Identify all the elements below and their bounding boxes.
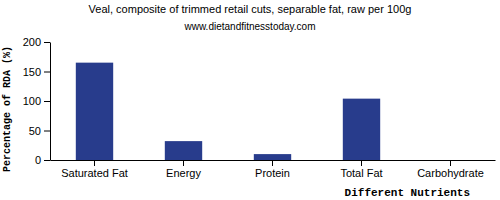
bars <box>76 63 380 160</box>
x-tick-label: Energy <box>166 167 201 179</box>
y-tick: 50 <box>29 125 50 137</box>
plot: 0 50 100 150 200 Saturated Fat Energy Protein To… <box>23 36 496 179</box>
y-tick: 0 <box>35 154 50 166</box>
chart: Veal, composite of trimmed retail cuts, … <box>0 0 500 200</box>
y-axis: 0 50 100 150 200 <box>23 36 51 166</box>
x-tick: Energy <box>166 160 201 179</box>
x-axis: Saturated Fat Energy Protein Total Fat Carbo… <box>51 160 496 179</box>
y-tick-label: 0 <box>35 154 41 166</box>
y-tick: 100 <box>23 95 50 107</box>
bar <box>254 154 291 160</box>
y-tick: 200 <box>23 36 50 48</box>
x-tick-mark <box>94 160 95 166</box>
y-tick: 150 <box>23 66 50 78</box>
y-tick-mark <box>44 131 50 132</box>
title: Veal, composite of trimmed retail cuts, … <box>89 3 412 15</box>
x-tick: Saturated Fat <box>61 160 128 179</box>
x-axis-title: Different Nutrients <box>345 187 470 199</box>
x-tick-mark <box>272 160 273 166</box>
x-tick-label: Protein <box>255 167 290 179</box>
x-tick-label: Carbohydrate <box>417 167 484 179</box>
x-tick: Carbohydrate <box>417 160 484 179</box>
bar <box>432 160 469 161</box>
subtitle: www.dietandfitnesstoday.com <box>184 21 316 32</box>
y-tick-label: 150 <box>23 66 41 78</box>
y-tick-label: 50 <box>29 125 41 137</box>
x-tick-label: Total Fat <box>340 167 382 179</box>
x-tick-label: Saturated Fat <box>61 167 128 179</box>
x-tick: Total Fat <box>340 160 382 179</box>
x-tick-mark <box>183 160 184 166</box>
y-tick-mark <box>44 42 50 43</box>
y-tick-label: 100 <box>23 95 41 107</box>
y-tick-mark <box>44 72 50 73</box>
bar <box>76 63 113 160</box>
bar <box>165 141 202 160</box>
x-tick: Protein <box>255 160 290 179</box>
y-tick-mark <box>44 101 50 102</box>
x-tick-mark <box>450 160 451 166</box>
bar <box>343 99 380 160</box>
x-tick-mark <box>361 160 362 166</box>
y-axis-line <box>50 43 51 161</box>
y-axis-title: Percentage of RDA (%) <box>2 46 13 172</box>
y-tick-label: 200 <box>23 36 41 48</box>
y-tick-mark <box>44 160 50 161</box>
